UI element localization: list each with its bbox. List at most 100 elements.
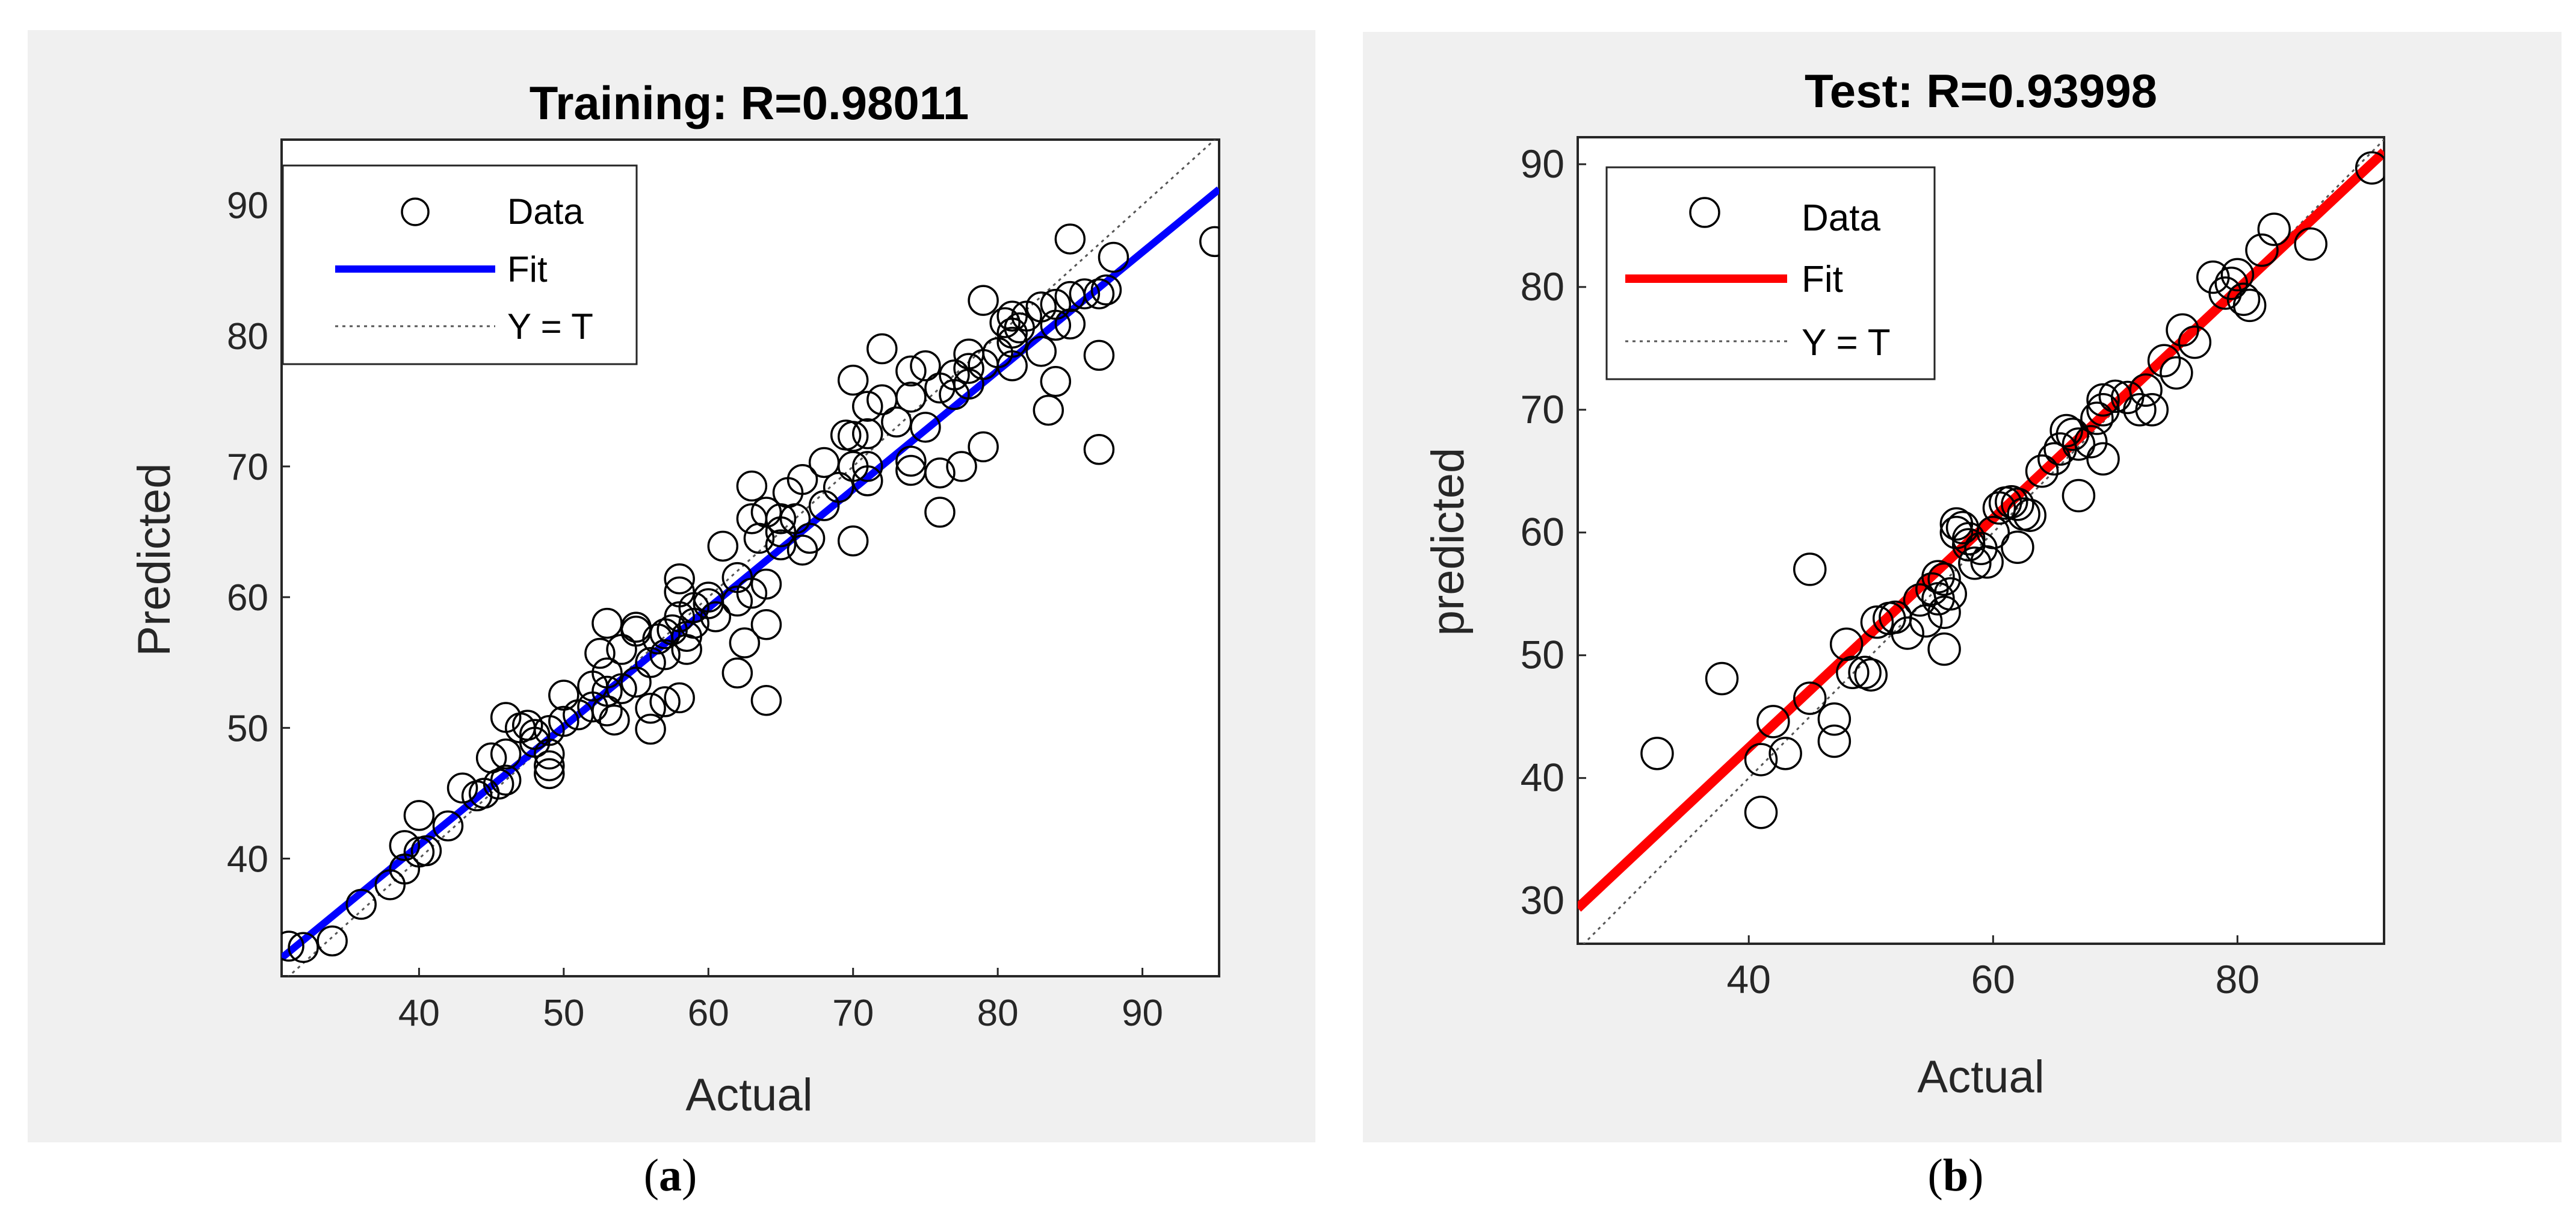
data-point xyxy=(1083,433,1115,465)
data-point xyxy=(765,529,797,561)
data-point xyxy=(1054,308,1086,339)
data-point xyxy=(1744,796,1778,829)
data-point xyxy=(635,693,666,724)
data-point xyxy=(1927,595,1961,630)
data-point xyxy=(2001,488,2034,521)
data-point xyxy=(664,682,695,714)
y-tick-label: 40 xyxy=(1521,755,1564,800)
data-point xyxy=(895,355,927,387)
legend: Data Fit Y = T xyxy=(1605,166,1936,380)
data-point xyxy=(288,932,319,963)
data-point xyxy=(837,421,869,452)
data-point xyxy=(721,585,753,617)
data-point xyxy=(866,333,898,365)
x-tick-label: 60 xyxy=(688,992,729,1034)
data-point xyxy=(946,451,977,482)
data-point xyxy=(1040,366,1072,397)
caption-b-letter: b xyxy=(1942,1150,1969,1201)
data-point xyxy=(2080,401,2114,435)
data-point xyxy=(2013,498,2046,532)
data-point xyxy=(968,285,999,316)
data-point xyxy=(2086,442,2120,476)
data-point xyxy=(2355,151,2384,185)
y-tick-label: 80 xyxy=(1521,264,1564,309)
y-tick-label: 30 xyxy=(1521,878,1564,923)
data-point xyxy=(794,522,826,554)
data-point xyxy=(1083,339,1115,371)
data-point xyxy=(1976,515,2010,550)
data-point xyxy=(910,350,941,382)
caption-b: (b) xyxy=(1927,1150,1984,1201)
data-point xyxy=(1848,655,1882,690)
data-point xyxy=(2123,393,2157,427)
data-point xyxy=(1090,274,1122,306)
data-point xyxy=(895,445,927,477)
x-tick-label: 90 xyxy=(1122,992,1163,1034)
data-point xyxy=(2294,227,2327,261)
data-point xyxy=(1756,705,1790,739)
data-point xyxy=(750,609,782,640)
data-point xyxy=(953,353,984,384)
caption-a: (a) xyxy=(643,1150,697,1201)
data-point xyxy=(837,364,869,396)
data-point xyxy=(910,412,941,443)
data-point xyxy=(989,307,1021,338)
x-axis-label: Actual xyxy=(685,1070,812,1121)
data-point xyxy=(1744,743,1778,776)
data-point xyxy=(2226,282,2261,316)
data-point xyxy=(317,925,348,957)
data-point xyxy=(664,563,695,595)
data-point xyxy=(1860,605,1894,639)
data-point xyxy=(1817,724,1852,758)
data-point xyxy=(1951,522,1986,556)
data-point xyxy=(895,382,927,413)
data-point xyxy=(1817,702,1852,736)
data-point xyxy=(2220,258,2255,292)
data-point xyxy=(1921,560,1955,593)
data-point xyxy=(750,684,782,716)
x-axis-label: Actual xyxy=(1917,1051,2044,1103)
data-point xyxy=(2062,427,2096,461)
x-tick-label: 40 xyxy=(1727,957,1771,1002)
y-tick-label: 70 xyxy=(1521,387,1564,432)
data-point xyxy=(968,431,999,463)
data-point xyxy=(410,835,442,867)
data-point xyxy=(2049,413,2083,448)
data-point xyxy=(649,639,681,670)
data-point xyxy=(2135,393,2169,427)
data-point xyxy=(2166,313,2199,347)
data-point xyxy=(534,758,565,790)
y-tick-label: 90 xyxy=(1521,141,1564,186)
legend-identity-label: Y = T xyxy=(507,306,593,347)
legend-data-marker xyxy=(401,197,430,226)
x-tick-label: 80 xyxy=(2216,957,2259,1002)
data-point xyxy=(2245,233,2279,267)
data-point xyxy=(1025,336,1057,367)
data-point xyxy=(1199,226,1219,258)
data-point xyxy=(721,657,753,689)
data-point xyxy=(584,637,616,669)
data-point xyxy=(837,525,869,557)
x-tick-label: 70 xyxy=(832,992,874,1034)
data-point xyxy=(1933,577,1967,611)
x-tick-label: 50 xyxy=(543,992,584,1034)
chart-title: Training: R=0.98011 xyxy=(530,76,969,129)
data-point xyxy=(852,391,883,422)
data-point xyxy=(2160,356,2193,390)
data-point xyxy=(1069,278,1101,310)
data-point xyxy=(996,326,1028,358)
y-tick-label: 40 xyxy=(227,839,268,881)
legend-identity-label: Y = T xyxy=(1802,322,1891,364)
data-point xyxy=(1909,604,1943,638)
data-point xyxy=(1040,309,1072,341)
data-point xyxy=(1768,737,1802,770)
data-point xyxy=(446,772,478,804)
data-point xyxy=(996,350,1028,382)
data-point xyxy=(490,739,522,770)
data-point xyxy=(1829,627,1864,661)
data-point xyxy=(1033,394,1064,426)
data-point xyxy=(852,465,883,497)
data-point xyxy=(2001,530,2034,564)
data-point xyxy=(1995,485,2028,519)
